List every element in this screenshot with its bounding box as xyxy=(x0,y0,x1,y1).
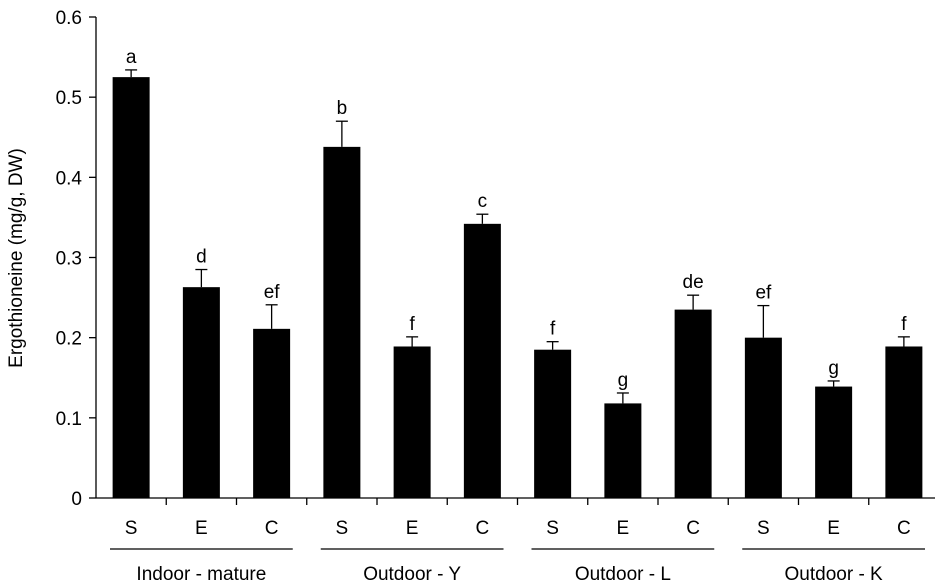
significance-letter: d xyxy=(196,247,207,268)
category-label: C xyxy=(686,518,700,539)
significance-letter: ef xyxy=(755,283,772,304)
significance-letter: de xyxy=(683,272,704,293)
bar xyxy=(815,386,853,498)
significance-letter: b xyxy=(337,98,348,119)
y-axis-title: Ergothioneine (mg/g, DW) xyxy=(6,148,27,368)
y-tick-label: 0.2 xyxy=(56,329,82,350)
category-label: E xyxy=(195,518,208,539)
bar xyxy=(323,146,361,498)
category-label: E xyxy=(617,518,630,539)
significance-letter: f xyxy=(550,319,556,340)
significance-letter: f xyxy=(901,314,907,335)
significance-letter: c xyxy=(478,191,488,212)
significance-letter: g xyxy=(828,358,839,379)
x-axis: S E C Indoor - mature S E C Outdoor - Y S E C Outdo… xyxy=(96,497,935,584)
category-label: E xyxy=(827,518,840,539)
group-label: Indoor - mature xyxy=(136,564,266,584)
y-axis: 0 0.1 0.2 0.3 0.4 0.5 0.6 xyxy=(56,8,97,510)
significance-letter: g xyxy=(618,370,629,391)
bar xyxy=(253,328,291,498)
bar xyxy=(744,337,782,498)
bars: a d ef b f c f g de ef g f xyxy=(112,47,923,498)
significance-letter: f xyxy=(409,314,415,335)
bar xyxy=(604,403,642,498)
y-tick-label: 0.5 xyxy=(56,88,82,109)
bar xyxy=(393,346,431,498)
category-label: E xyxy=(406,518,419,539)
significance-letter: ef xyxy=(264,282,281,303)
y-tick-label: 0.6 xyxy=(56,8,82,29)
category-label: S xyxy=(336,518,349,539)
bar xyxy=(534,349,572,498)
significance-letter: a xyxy=(126,47,137,68)
category-label: S xyxy=(125,518,138,539)
group-label: Outdoor - Y xyxy=(363,564,461,584)
bar xyxy=(182,287,220,498)
bar xyxy=(674,309,712,498)
category-label: C xyxy=(265,518,279,539)
category-label: S xyxy=(546,518,559,539)
category-label: C xyxy=(476,518,490,539)
y-tick-label: 0.1 xyxy=(56,409,82,430)
bar xyxy=(463,223,501,498)
y-tick-label: 0 xyxy=(71,489,82,510)
y-tick-label: 0.4 xyxy=(56,168,83,189)
group-label: Outdoor - L xyxy=(575,564,671,584)
category-label: C xyxy=(897,518,911,539)
bar xyxy=(112,77,150,498)
bar xyxy=(885,346,923,498)
y-tick-label: 0.3 xyxy=(56,249,82,270)
category-label: S xyxy=(757,518,770,539)
group-label: Outdoor - K xyxy=(785,564,884,584)
